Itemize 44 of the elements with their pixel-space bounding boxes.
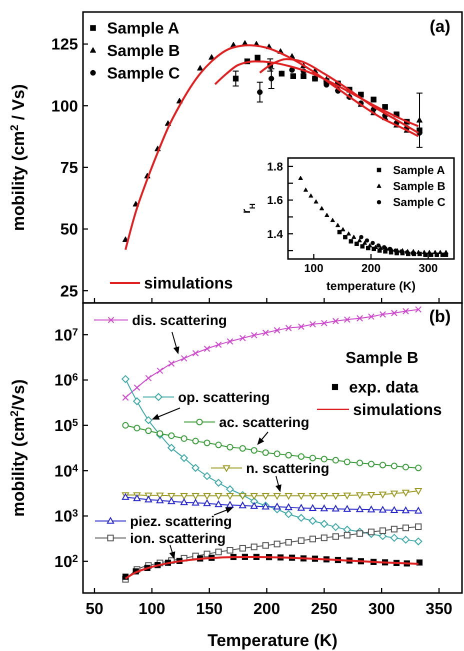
- y-tick-label: 1.8: [267, 161, 284, 174]
- y-tick-label: 25: [60, 283, 78, 300]
- legend-label: Sample A: [393, 165, 445, 178]
- y-tick-label: 10$^{2}$: [54, 553, 78, 571]
- x-tick-label: 100: [138, 601, 166, 618]
- y-tick-label: 50: [60, 222, 78, 239]
- x-axis-title: temperature (K): [326, 279, 416, 293]
- legend-label: simulations: [353, 402, 442, 419]
- legend-label: ion. scattering: [130, 530, 226, 546]
- legend-label: Sample C: [107, 65, 180, 82]
- y-tick-label: 10$^{7}$: [54, 326, 78, 344]
- y-tick-label: 1.6: [267, 195, 283, 208]
- x-tick-label: 150: [196, 601, 223, 618]
- legend-label: Sample C: [393, 197, 446, 210]
- legend-label: simulations: [144, 276, 234, 293]
- legend-label: Sample B: [107, 43, 180, 60]
- x-tick-label: 50: [86, 601, 104, 618]
- legend-label: ac. scattering: [219, 414, 310, 430]
- x-tick-label: 200: [253, 601, 280, 618]
- legend-label: exp. data: [349, 380, 418, 397]
- y-tick-label: 75: [60, 160, 78, 177]
- legend-label: Sample B: [393, 181, 446, 194]
- x-tick-label: 250: [310, 601, 338, 618]
- legend-label: dis. scattering: [132, 312, 227, 328]
- x-tick-label: 350: [426, 601, 452, 618]
- legend-label: piez. scattering: [130, 513, 232, 529]
- y-tick-label: 10$^{3}$: [54, 508, 78, 526]
- x-tick-label: 100: [304, 263, 324, 275]
- y-tick-label: 125: [51, 36, 78, 54]
- legend-label: Sample A: [107, 20, 180, 38]
- y-tick-label: 1.4: [267, 228, 284, 241]
- x-tick-label: 300: [368, 601, 396, 618]
- y-tick-label: 10$^{4}$: [54, 462, 78, 480]
- legend-title: Sample B: [346, 350, 418, 367]
- x-tick-label: 200: [361, 263, 381, 275]
- x-tick-label: 300: [418, 263, 438, 275]
- legend-label: op. scattering: [178, 389, 270, 405]
- legend-label: n. scattering: [246, 460, 330, 476]
- y-tick-label: 100: [51, 98, 78, 116]
- annotation: (a): [430, 17, 450, 36]
- y-tick-label: 10$^{6}$: [54, 372, 78, 390]
- x-axis-title: Temperature (K): [207, 631, 338, 650]
- annotation: (b): [429, 307, 451, 326]
- y-tick-label: 10$^{5}$: [54, 417, 78, 435]
